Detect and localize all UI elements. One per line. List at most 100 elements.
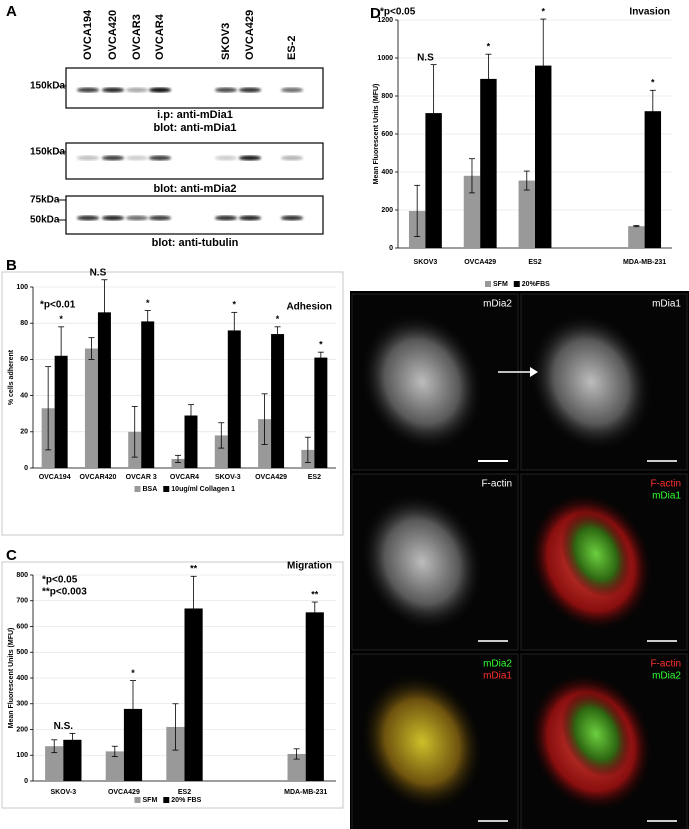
blot-band	[126, 155, 148, 161]
significance-marker: N.S	[90, 267, 107, 278]
channel-label: F-actin	[650, 479, 681, 490]
blot-band	[149, 215, 171, 221]
cell-image	[359, 311, 485, 453]
blot-caption: blot: anti-mDia1	[153, 122, 236, 134]
scale-bar	[647, 820, 677, 822]
bar	[535, 65, 552, 248]
y-axis-label: Mean Fluorescent Units (MFU)	[373, 84, 380, 185]
annotation: **p<0.003	[42, 587, 87, 598]
legend-label: 10ug/ml Collagen 1	[171, 486, 235, 493]
size-marker: 150kDa	[30, 81, 65, 92]
blot-frame	[65, 142, 324, 180]
bar	[644, 111, 662, 248]
cell-line-label: OVCAR3	[131, 14, 143, 60]
x-tick-label: SKOV-3	[50, 789, 76, 796]
bar	[123, 708, 143, 781]
bar	[54, 355, 68, 468]
cell-image	[359, 491, 485, 633]
significance-marker: *	[487, 42, 491, 52]
chart-title: Invasion	[629, 7, 670, 18]
blot-band	[215, 87, 237, 93]
channel-label: F-actin	[650, 659, 681, 670]
y-tick-label: 500	[16, 649, 28, 656]
legend-swatch	[163, 486, 170, 492]
blot-band	[126, 87, 148, 93]
legend-swatch	[163, 797, 170, 803]
legend-label: 20% FBS	[171, 797, 201, 804]
cell-line-label: SKOV3	[220, 23, 232, 60]
y-tick-label: 20	[20, 429, 28, 436]
y-tick-label: 800	[381, 93, 393, 100]
channel-label: F-actin	[481, 479, 512, 490]
channel-label: mDia1	[483, 671, 512, 682]
legend-label: SFM	[493, 281, 508, 288]
legend-swatch	[485, 281, 491, 287]
x-tick-label: OVCAR420	[79, 474, 116, 481]
bar	[184, 415, 198, 468]
blot-band	[239, 155, 261, 161]
y-tick-label: 80	[20, 320, 28, 327]
channel-label: mDia1	[652, 299, 681, 310]
y-tick-label: 0	[389, 245, 393, 252]
bar	[518, 180, 535, 248]
x-tick-label: SKOV3	[414, 259, 438, 266]
annotation: *p<0.05	[42, 575, 78, 586]
cell-line-label: OVCAR4	[154, 13, 166, 60]
legend-label: 20%FBS	[522, 281, 550, 288]
y-tick-label: 200	[16, 726, 28, 733]
scale-bar	[478, 460, 508, 462]
scale-bar	[647, 460, 677, 462]
significance-marker: *	[233, 300, 237, 310]
blot-band	[215, 215, 237, 221]
significance-marker: *	[541, 6, 545, 16]
significance-marker: N.S.	[54, 721, 74, 732]
panel-label: B	[6, 257, 17, 274]
blot-caption: i.p: anti-mDia1	[157, 109, 233, 121]
blot-caption: blot: anti-mDia2	[153, 183, 236, 195]
annotation: *p<0.01	[40, 300, 76, 311]
size-marker: 75kDa	[30, 195, 60, 206]
significance-marker: *	[131, 668, 135, 678]
legend-label: BSA	[143, 486, 158, 493]
blot-band	[77, 155, 99, 161]
x-tick-label: OVCA429	[108, 789, 140, 796]
significance-marker: *	[59, 314, 63, 324]
bar	[45, 746, 64, 781]
y-axis-label: % cells adherent	[8, 349, 15, 405]
blot-band	[102, 87, 124, 93]
bar	[105, 751, 124, 781]
panel-label: C	[6, 547, 17, 564]
bar	[214, 435, 228, 468]
y-tick-label: 400	[16, 675, 28, 682]
blot-frame	[65, 195, 324, 235]
y-tick-label: 600	[381, 131, 393, 138]
blot-band	[102, 215, 124, 221]
y-tick-label: 700	[16, 598, 28, 605]
bar	[271, 334, 285, 468]
bar	[166, 726, 185, 781]
bar	[463, 175, 481, 248]
size-marker: 150kDa	[30, 147, 65, 158]
cell-image	[528, 311, 654, 453]
significance-marker: *	[276, 314, 280, 324]
legend-swatch	[134, 486, 141, 492]
panel-label: D	[370, 5, 381, 22]
panel-label: A	[6, 3, 17, 20]
bar	[63, 739, 82, 781]
blot-band	[281, 215, 303, 221]
cell-image	[561, 511, 631, 597]
significance-marker: *	[319, 340, 323, 350]
x-tick-label: OVCAR4	[170, 474, 199, 481]
scale-bar	[478, 640, 508, 642]
bar	[287, 753, 306, 781]
y-tick-label: 800	[16, 572, 28, 579]
y-tick-label: 600	[16, 623, 28, 630]
blot-band	[149, 87, 171, 93]
x-tick-label: OVCAR 3	[126, 474, 157, 481]
blot-band	[102, 155, 124, 161]
y-tick-label: 1000	[377, 55, 393, 62]
y-tick-label: 400	[381, 169, 393, 176]
bar	[141, 321, 155, 468]
cell-image	[561, 691, 631, 777]
cell-line-label: OVCA194	[82, 9, 94, 60]
